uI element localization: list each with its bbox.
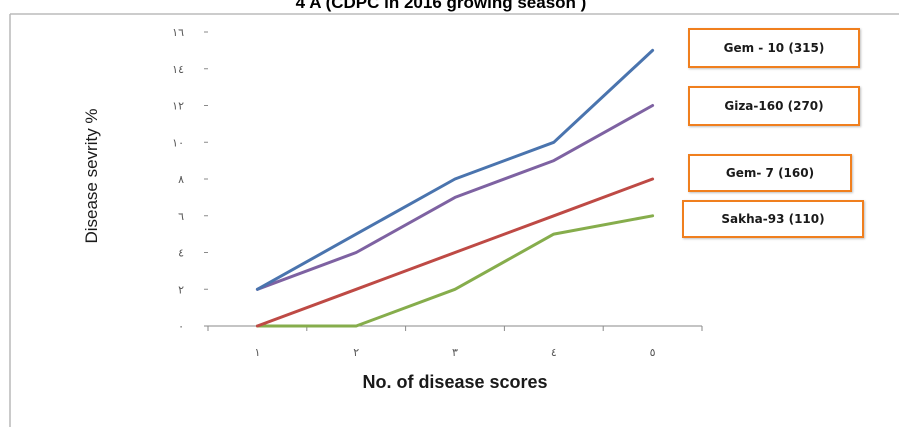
x-tick-label: ٤	[551, 346, 557, 359]
y-tick-label: ٨	[178, 173, 184, 186]
y-tick-label: ١٠	[172, 136, 184, 149]
series-line-1	[255, 104, 655, 291]
x-tick-label: ٥	[650, 346, 656, 359]
x-tick-label: ٢	[353, 346, 359, 359]
series-line-0	[255, 48, 655, 291]
legend-label-2: Gem- 7 (160)	[688, 154, 852, 192]
y-tick-label: ٦	[178, 210, 184, 223]
legend-label-1: Giza-160 (270)	[688, 86, 860, 126]
legend-label-3: Sakha-93 (110)	[682, 200, 864, 238]
y-tick-label: ١٢	[172, 100, 184, 113]
x-tick-label: ١	[254, 346, 260, 359]
x-tick-label: ٣	[452, 346, 458, 359]
x-axis-label: No. of disease scores	[362, 372, 547, 392]
series-line-3	[255, 214, 655, 328]
y-tick-label: ١٦	[172, 26, 184, 39]
y-tick-label: ٤	[178, 247, 184, 260]
y-tick-label: ٢	[178, 283, 184, 296]
chart-title: 4 A (CDPC in 2016 growing season )	[296, 0, 587, 12]
y-axis-label: Disease sevrity %	[82, 108, 101, 243]
series-line-2	[255, 177, 655, 328]
y-tick-label: ٠	[178, 320, 184, 333]
legend-label-0: Gem - 10 (315)	[688, 28, 860, 68]
y-tick-label: ١٤	[172, 63, 184, 76]
